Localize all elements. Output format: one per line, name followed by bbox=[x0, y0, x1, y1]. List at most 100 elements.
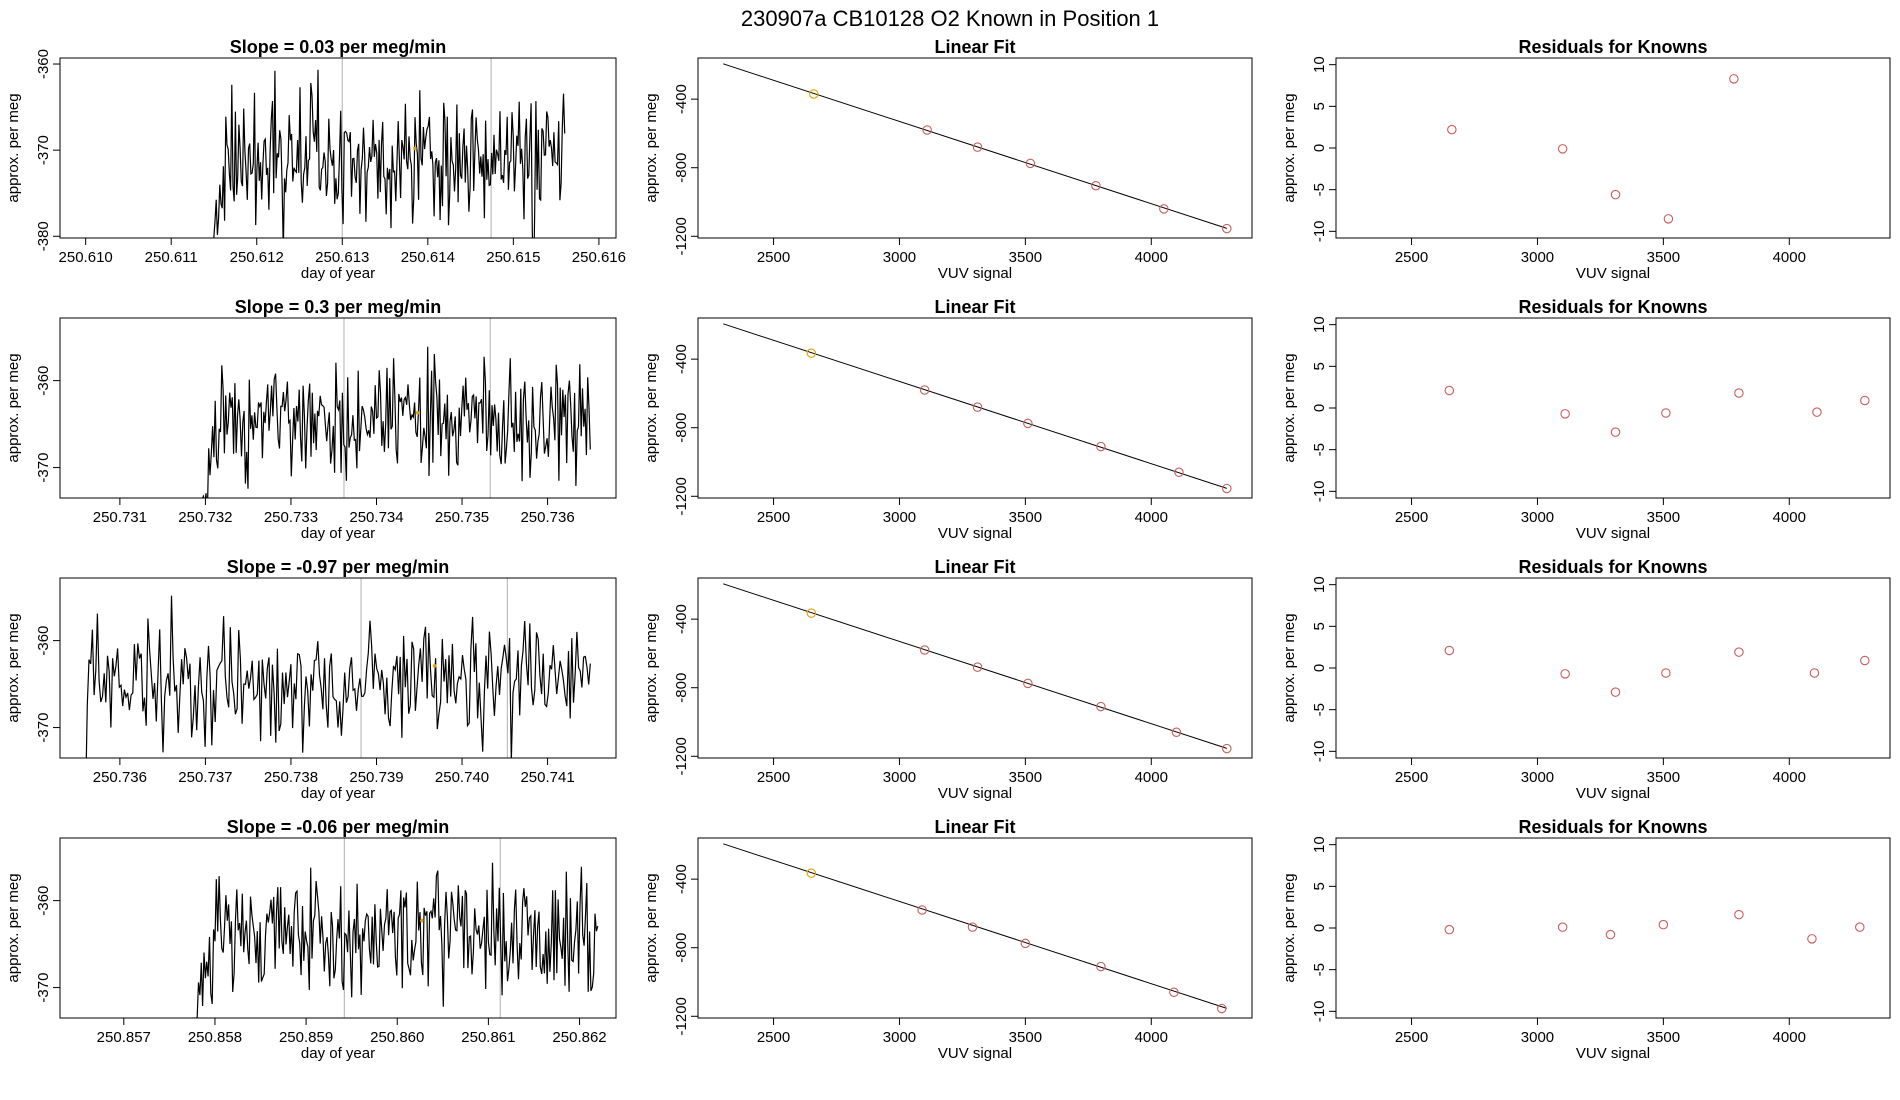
x-tick-label: 250.733 bbox=[264, 509, 318, 526]
x-tick-label: 250.862 bbox=[552, 1029, 606, 1046]
y-tick-label: -10 bbox=[1311, 1000, 1328, 1022]
y-axis: -1200 -800 -400 bbox=[673, 864, 698, 1035]
y-tick-label: 0 bbox=[1311, 664, 1328, 672]
plot-frame bbox=[1335, 317, 1891, 499]
fit-point bbox=[1025, 158, 1036, 169]
x-tick-label: 250.736 bbox=[93, 769, 147, 786]
x-tick-label: 250.861 bbox=[461, 1029, 515, 1046]
x-axis-label: VUV signal bbox=[938, 785, 1012, 802]
y-tick-label: -800 bbox=[673, 153, 690, 183]
x-tick-label: 250.614 bbox=[401, 249, 455, 266]
x-tick-label: 4000 bbox=[1135, 1029, 1168, 1046]
fit-point bbox=[972, 662, 983, 672]
x-tick-label: 250.732 bbox=[178, 509, 232, 526]
residual-point bbox=[1661, 668, 1671, 678]
residual-point bbox=[1860, 395, 1870, 406]
panel-title: Linear Fit bbox=[934, 817, 1015, 837]
panel-title: Residuals for Knowns bbox=[1518, 557, 1707, 577]
plot-area bbox=[1444, 909, 1865, 944]
plot-frame bbox=[1335, 837, 1891, 1019]
residual-point bbox=[1447, 124, 1457, 135]
x-tick-label: 3500 bbox=[1009, 249, 1042, 266]
x-axis-label: day of year bbox=[301, 785, 375, 802]
x-tick-label: 250.738 bbox=[264, 769, 318, 786]
y-axis-label: approx. per meg bbox=[643, 93, 660, 202]
x-tick-label: 2500 bbox=[757, 509, 790, 526]
residual-point bbox=[1860, 655, 1870, 666]
y-tick-label: 10 bbox=[1311, 56, 1328, 73]
plot-area bbox=[213, 58, 566, 238]
plot-area bbox=[723, 843, 1227, 1014]
x-axis: 2500 3000 3500 4000 bbox=[757, 1018, 1168, 1046]
x-tick-label: 3500 bbox=[1009, 509, 1042, 526]
y-axis: -1200 -800 -400 bbox=[673, 344, 698, 515]
residual-point bbox=[1734, 388, 1744, 398]
x-tick-label: 2500 bbox=[1395, 1029, 1428, 1046]
y-axis-label: approx. per meg bbox=[643, 353, 660, 462]
plot-area bbox=[202, 318, 591, 498]
x-tick-label: 3000 bbox=[1521, 1029, 1554, 1046]
residual-point bbox=[1855, 922, 1865, 932]
y-tick-label: -400 bbox=[673, 604, 690, 634]
y-axis-label: approx. per meg bbox=[5, 613, 22, 722]
y-tick-label: 0 bbox=[1311, 924, 1328, 932]
fit-point bbox=[919, 645, 930, 655]
y-axis: -1200 -800 -400 bbox=[673, 604, 698, 775]
x-axis: 250.731 250.732 250.733 250.734 250.735 250.7… bbox=[93, 498, 575, 526]
panel-title: Slope = -0.06 per meg/min bbox=[227, 817, 450, 837]
x-axis-label: day of year bbox=[301, 265, 375, 282]
x-tick-label: 4000 bbox=[1135, 249, 1168, 266]
known-marker bbox=[420, 918, 424, 923]
x-axis: 2500 3000 3500 4000 bbox=[757, 758, 1168, 786]
x-axis-label: VUV signal bbox=[938, 525, 1012, 542]
residual-point bbox=[1444, 645, 1455, 656]
x-tick-label: 250.857 bbox=[97, 1029, 151, 1046]
panel-fit-row-1: Linear Fit 2500 3000 3500 4000 -1200 -800 -400 V… bbox=[643, 37, 1253, 282]
plot-area bbox=[1444, 645, 1870, 697]
fit-point bbox=[917, 905, 927, 915]
fit-point bbox=[922, 125, 932, 135]
residual-point bbox=[1734, 909, 1744, 920]
x-tick-label: 3500 bbox=[1647, 769, 1680, 786]
residual-point bbox=[1812, 407, 1822, 417]
x-axis: 2500 3000 3500 4000 bbox=[757, 498, 1168, 526]
x-tick-label: 4000 bbox=[1773, 249, 1806, 266]
x-axis-label: day of year bbox=[301, 1045, 375, 1062]
residual-point bbox=[1560, 669, 1570, 679]
x-tick-label: 3000 bbox=[883, 1029, 916, 1046]
y-tick-label: -5 bbox=[1311, 443, 1328, 456]
trace-line bbox=[193, 862, 599, 1018]
x-tick-label: 250.612 bbox=[230, 249, 284, 266]
x-tick-label: 3500 bbox=[1647, 509, 1680, 526]
residual-point bbox=[1729, 74, 1739, 84]
y-tick-label: 5 bbox=[1311, 362, 1328, 370]
x-tick-label: 3000 bbox=[1521, 249, 1554, 266]
fit-point bbox=[1159, 204, 1169, 214]
panel-title: Slope = 0.03 per meg/min bbox=[230, 37, 447, 57]
residual-point bbox=[1557, 144, 1568, 154]
plot-frame bbox=[59, 57, 617, 239]
fit-line bbox=[723, 843, 1227, 1009]
y-axis-label: approx. per meg bbox=[5, 353, 22, 462]
x-axis-label: VUV signal bbox=[1576, 1045, 1650, 1062]
fit-point bbox=[1091, 180, 1101, 191]
residual-point bbox=[1809, 668, 1820, 678]
y-tick-label: -10 bbox=[1311, 480, 1328, 502]
residual-point bbox=[1807, 934, 1817, 944]
x-tick-label: 250.740 bbox=[435, 769, 489, 786]
y-axis: -1200 -800 -400 bbox=[673, 84, 698, 255]
y-tick-label: -360 bbox=[35, 366, 52, 396]
fit-point bbox=[1096, 441, 1106, 452]
y-tick-label: -370 bbox=[35, 973, 52, 1003]
y-tick-label: -5 bbox=[1311, 183, 1328, 196]
y-tick-label: -1200 bbox=[673, 737, 690, 775]
x-axis-label: VUV signal bbox=[938, 265, 1012, 282]
x-axis: 250.857 250.858 250.859 250.860 250.861 250.8… bbox=[97, 1018, 607, 1046]
y-tick-label: -10 bbox=[1311, 220, 1328, 242]
x-tick-label: 2500 bbox=[1395, 249, 1428, 266]
x-tick-label: 3500 bbox=[1647, 249, 1680, 266]
